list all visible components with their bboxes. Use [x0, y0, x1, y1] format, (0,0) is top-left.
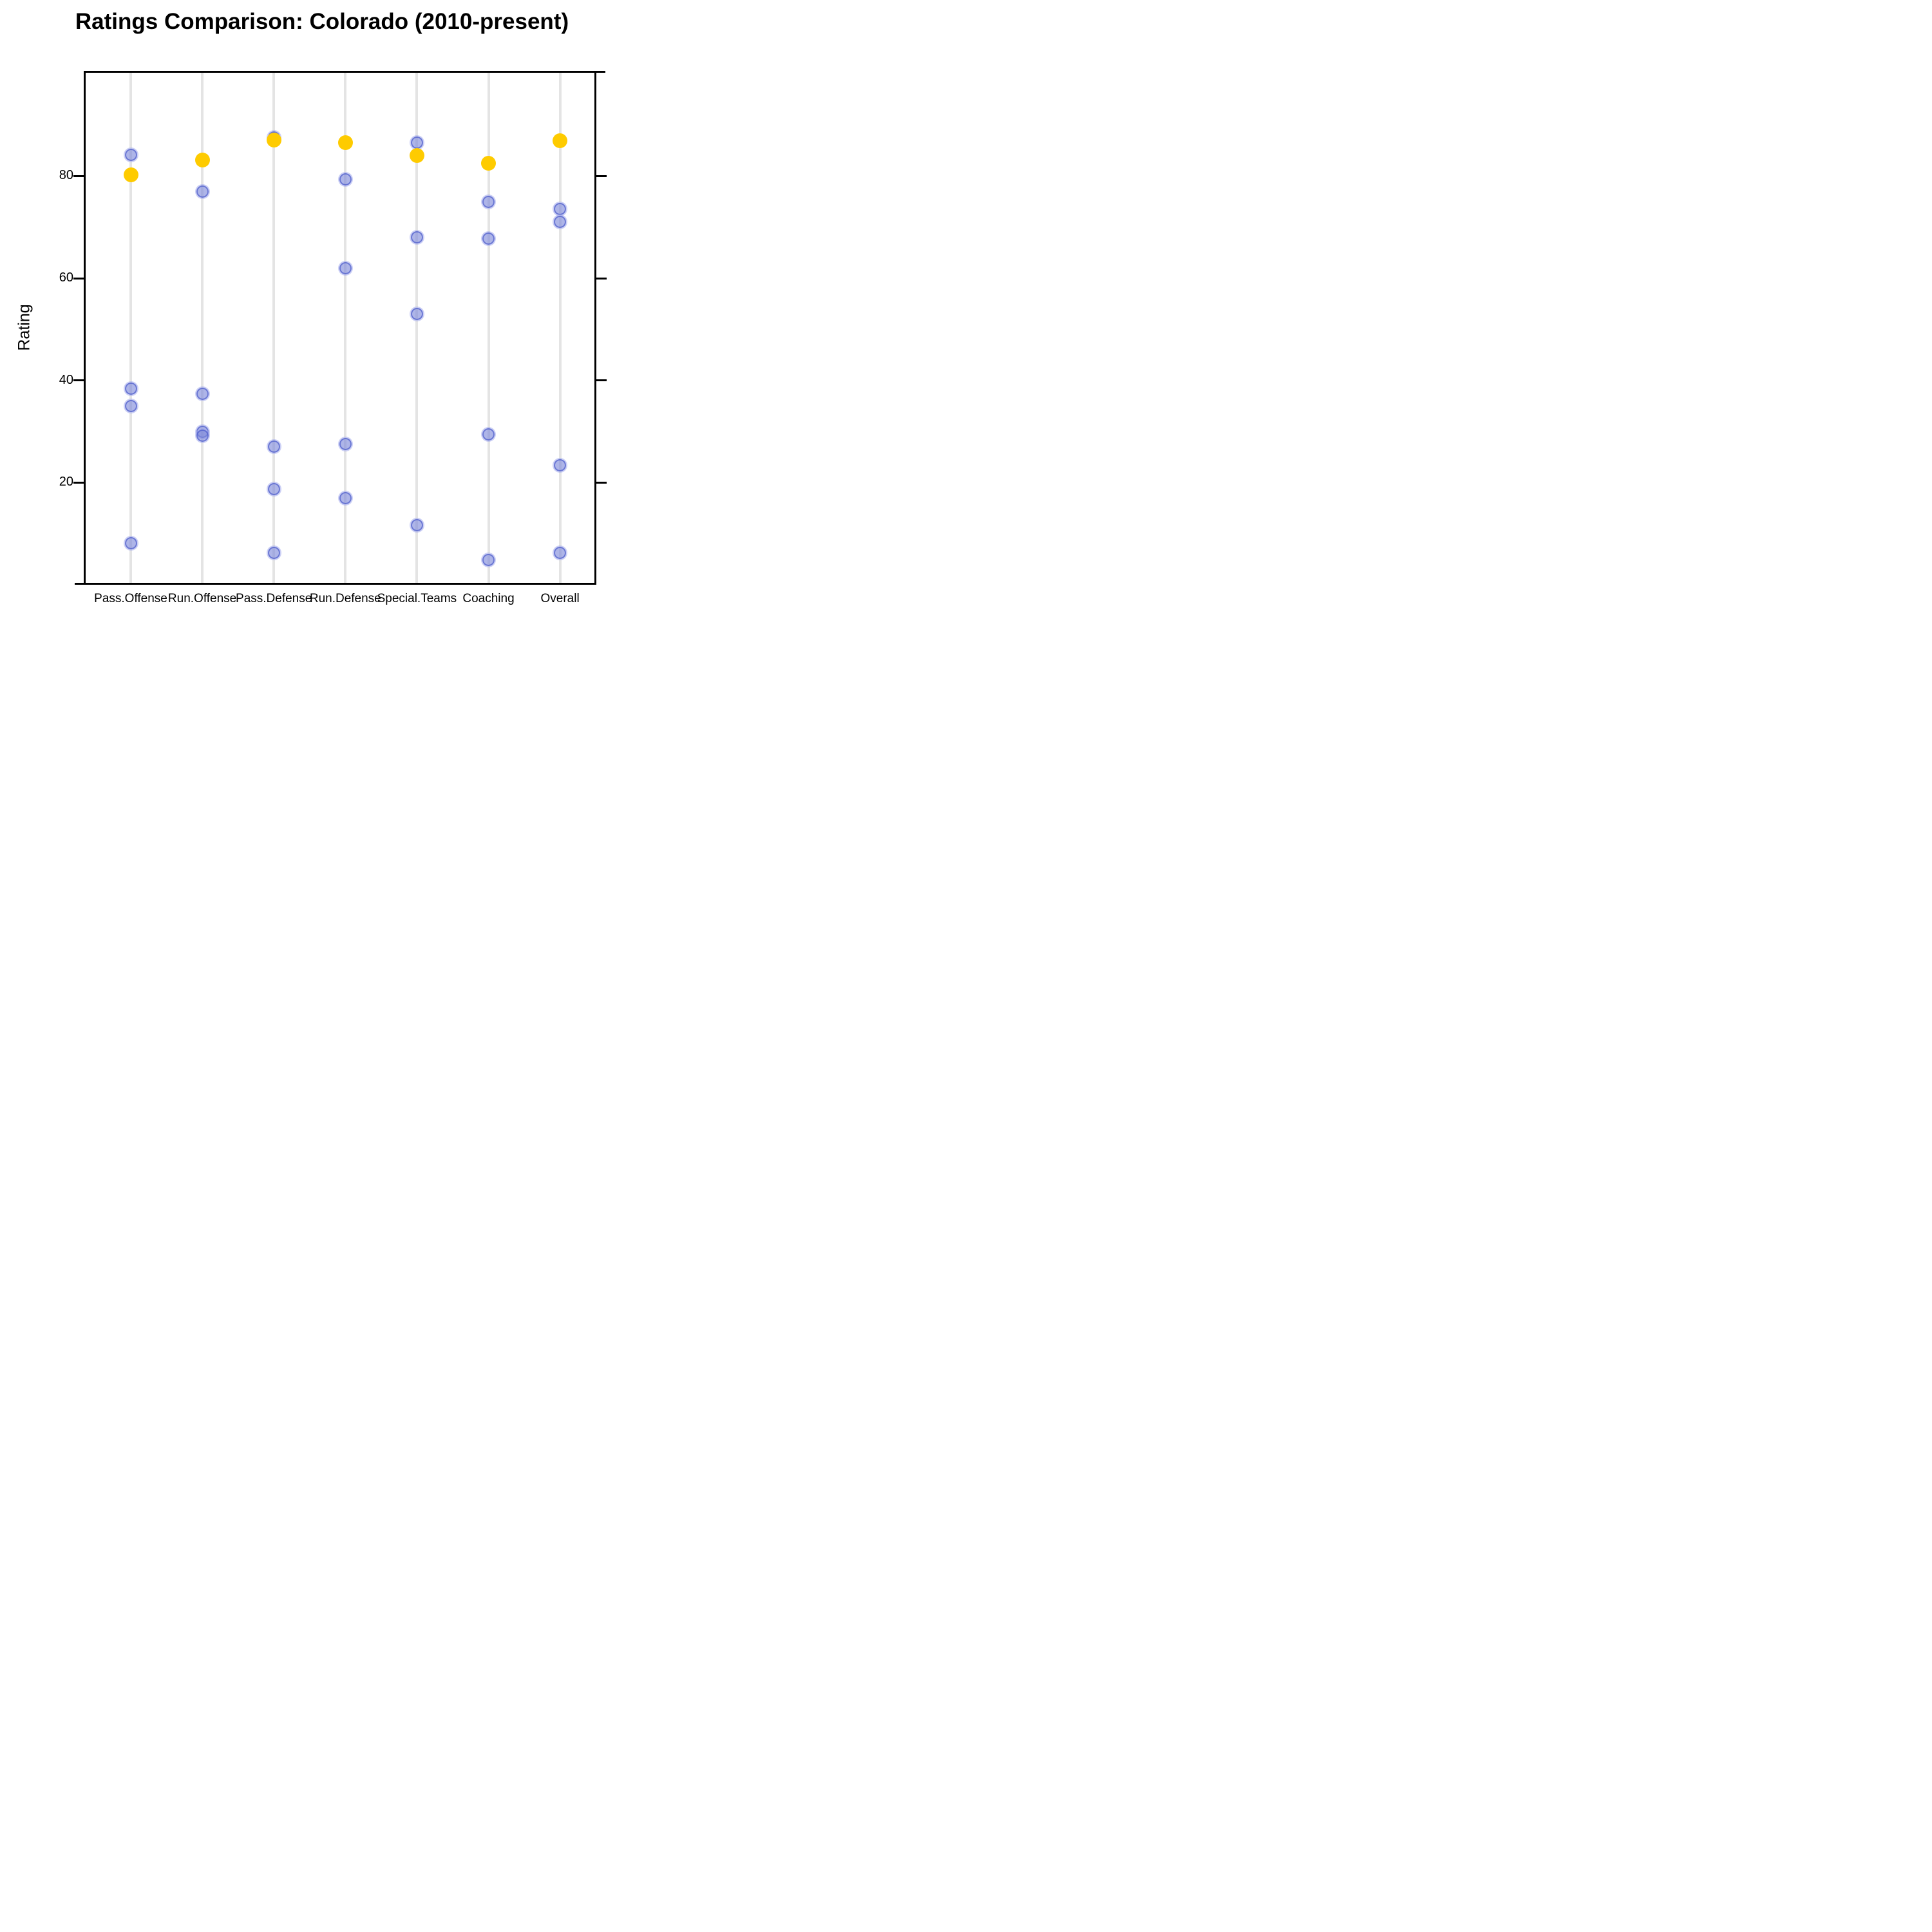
blue-data-point [410, 231, 423, 244]
plot-box: 20 40 60 80 Pass.Offense Run.Offense Pass.Defe… [59, 71, 607, 605]
blue-data-point [124, 382, 137, 395]
blue-data-point [124, 537, 137, 550]
blue-data-point [196, 387, 209, 400]
y-axis-tick-left [73, 379, 84, 382]
x-category-label: Run.Offense [167, 592, 237, 605]
axis-line-overhang [75, 583, 86, 585]
y-tick-label: 60 [59, 270, 73, 285]
blue-data-point [339, 173, 352, 186]
blue-data-point [339, 438, 352, 451]
blue-data-point [554, 203, 567, 216]
blue-data-point [482, 195, 495, 208]
blue-data-point [482, 554, 495, 567]
y-axis-tick-right [596, 379, 607, 382]
gold-data-point [481, 156, 496, 171]
category-gridline [272, 73, 276, 583]
gold-data-point [194, 152, 210, 167]
y-axis-label: Rating [15, 304, 33, 351]
blue-data-point [410, 518, 423, 531]
blue-data-point [554, 546, 567, 559]
blue-data-point [554, 459, 567, 471]
x-category-label: Pass.Offense [94, 592, 167, 605]
category-gridline [415, 73, 419, 583]
x-category-label: Special.Teams [377, 592, 457, 605]
gold-data-point [266, 133, 281, 148]
axis-line-overhang [594, 71, 605, 73]
x-category-label: Overall [540, 592, 580, 605]
blue-data-point [267, 546, 280, 559]
gold-data-point [553, 133, 568, 149]
blue-data-point [482, 428, 495, 441]
y-axis-tick-left [73, 175, 84, 177]
plot-area: 20 40 60 80 Pass.Offense Run.Offense Pass.Defe… [59, 73, 607, 605]
blue-data-point [410, 308, 423, 321]
gold-data-point [337, 135, 353, 150]
blue-data-point [267, 440, 280, 453]
blue-data-point [410, 137, 423, 149]
y-axis-tick-left [73, 481, 84, 484]
category-gridline [558, 73, 562, 583]
category-gridline [129, 73, 132, 583]
blue-data-point [196, 185, 209, 198]
gold-data-point [409, 148, 424, 164]
category-gridline [487, 73, 490, 583]
blue-data-point [124, 148, 137, 161]
blue-data-point [196, 429, 209, 442]
blue-data-point [267, 483, 280, 496]
blue-data-point [339, 261, 352, 274]
ratings-comparison-chart: Ratings Comparison: Colorado (2010-prese… [0, 0, 644, 644]
y-tick-label: 40 [59, 372, 73, 387]
y-axis-tick-right [596, 277, 607, 279]
blue-data-point [482, 232, 495, 245]
x-category-label: Pass.Defense [236, 592, 312, 605]
y-axis-tick-right [596, 175, 607, 177]
blue-data-point [339, 492, 352, 505]
blue-data-point [554, 216, 567, 229]
category-gridline [344, 73, 347, 583]
y-tick-label: 20 [59, 475, 73, 489]
y-axis-tick-left [73, 277, 84, 279]
blue-data-point [124, 399, 137, 412]
x-category-label: Coaching [462, 592, 515, 605]
y-axis-tick-right [596, 481, 607, 484]
y-tick-label: 80 [59, 168, 73, 183]
x-category-label: Run.Defense [309, 592, 381, 605]
category-gridline [201, 73, 204, 583]
gold-data-point [123, 167, 138, 182]
chart-title: Ratings Comparison: Colorado (2010-prese… [75, 9, 569, 34]
